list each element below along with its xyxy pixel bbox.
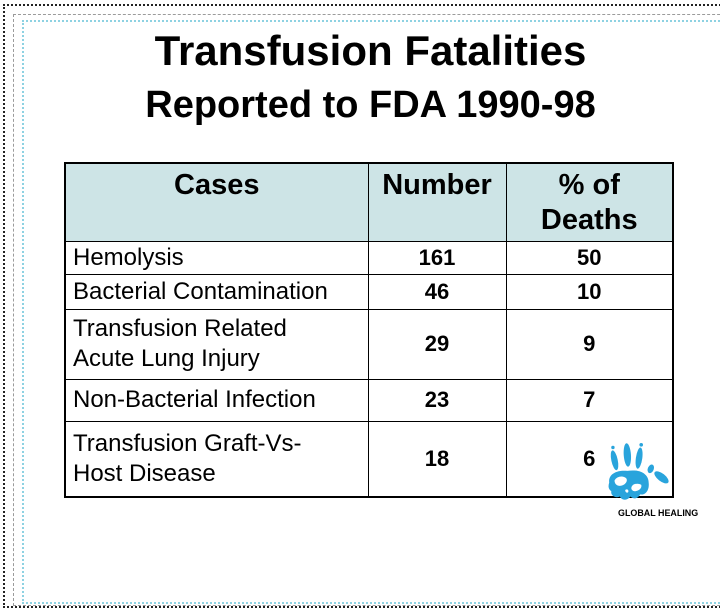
- number-value: 161: [367, 240, 507, 275]
- case-label: Transfusion Graft-Vs- Host Disease: [64, 420, 369, 498]
- case-label: Hemolysis: [64, 240, 369, 275]
- table-row: Transfusion Related Acute Lung Injury 29…: [64, 308, 674, 380]
- fatalities-table: Cases Number % of Deaths Hemolysis 161 5…: [64, 162, 674, 498]
- column-header-number: Number: [367, 162, 507, 242]
- table-row: Transfusion Graft-Vs- Host Disease 18 6: [64, 420, 674, 498]
- case-label: Non-Bacterial Infection: [64, 378, 369, 422]
- table-header-row: Cases Number % of Deaths: [64, 162, 674, 242]
- pct-deaths-value: 7: [505, 378, 674, 422]
- number-value: 18: [367, 420, 507, 498]
- number-value: 46: [367, 273, 507, 310]
- pct-deaths-value: 10: [505, 273, 674, 310]
- pct-deaths-value: 9: [505, 308, 674, 380]
- number-value: 23: [367, 378, 507, 422]
- pct-deaths-value: 50: [505, 240, 674, 275]
- slide-title-line1: Transfusion Fatalities: [154, 27, 587, 74]
- handprint-globe-icon: [608, 442, 669, 500]
- slide-canvas: Transfusion Fatalities Reported to FDA 1…: [3, 4, 720, 608]
- table-row: Bacterial Contamination 46 10: [64, 273, 674, 310]
- slide-title-line2: Reported to FDA 1990-98: [145, 84, 596, 126]
- case-label: Bacterial Contamination: [64, 273, 369, 310]
- global-healing-wordmark: GLOBAL HEALING: [618, 508, 699, 519]
- column-header-cases: Cases: [64, 162, 369, 242]
- case-label: Transfusion Related Acute Lung Injury: [64, 308, 369, 380]
- table-row: Non-Bacterial Infection 23 7: [64, 378, 674, 422]
- number-value: 29: [367, 308, 507, 380]
- column-header-pct-deaths: % of Deaths: [505, 162, 674, 242]
- table-row: Hemolysis 161 50: [64, 240, 674, 275]
